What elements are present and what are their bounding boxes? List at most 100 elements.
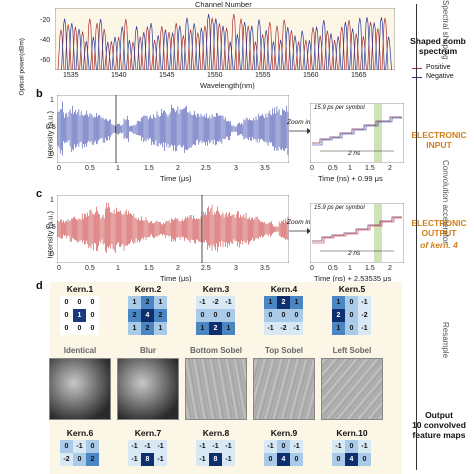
comb-line	[190, 23, 198, 70]
inset-b-xlabel: Time (ns) + 0.99 μs	[318, 174, 383, 183]
kernel-cell: 0	[345, 440, 358, 453]
xtick: 0	[310, 265, 314, 272]
kernel-cell: -1	[222, 296, 235, 309]
kernel-title: Kern.6	[66, 428, 94, 438]
comb-line	[385, 36, 392, 70]
comb-line	[273, 25, 281, 70]
xtick: 1540	[111, 72, 127, 79]
kernel-matrix: -1 -2 -1 0 0 0 1 2 1	[196, 296, 235, 335]
xtick: 0	[310, 165, 314, 172]
panel-a-top-label: Channel Number	[195, 0, 252, 9]
kernel-cell: 4	[345, 453, 358, 466]
label-convolution-accelerator: Convolution accelerator	[441, 160, 450, 245]
kernel-cell: 2	[141, 296, 154, 309]
kernel-cell: -2	[209, 296, 222, 309]
comb-line	[230, 13, 238, 70]
input-waveform	[57, 95, 289, 163]
comb-line	[68, 23, 76, 70]
photo-image	[117, 358, 179, 420]
comb-line	[327, 33, 335, 70]
kernel-cell: 0	[264, 453, 277, 466]
comb-line	[349, 28, 356, 70]
comb-line	[298, 30, 306, 70]
comb-line	[82, 41, 90, 70]
kernel-cell: 1	[73, 309, 86, 322]
ytick: -60	[40, 57, 51, 64]
comb-line	[147, 22, 155, 70]
xtick: 0	[57, 165, 61, 172]
xtick: 3.5	[260, 265, 270, 272]
comb-line	[111, 36, 119, 70]
kernel-cell: 0	[277, 309, 290, 322]
side-electronic-output: ELECTRONIC OUTPUT	[411, 218, 467, 238]
xtick: 2	[388, 265, 392, 272]
comb-line	[219, 25, 227, 70]
edge-map-image	[253, 358, 315, 420]
comb-line	[154, 35, 162, 70]
kernel-cell: -1	[290, 322, 303, 335]
kernel-cell: -1	[264, 440, 277, 453]
kernel-cell: 1	[290, 296, 303, 309]
kernel-cell: 0	[86, 296, 99, 309]
kernel-cell: 0	[358, 453, 371, 466]
xtick: 1.5	[365, 165, 375, 172]
span-label-b: 2 ns	[348, 150, 361, 157]
comb-line	[90, 36, 97, 70]
comb-line	[75, 29, 83, 70]
comb-line	[198, 27, 205, 70]
ytick: 0.5	[46, 224, 56, 231]
comb-line	[140, 31, 148, 70]
xtick: 1545	[159, 72, 175, 79]
kernel-cell: 2	[209, 322, 222, 335]
kernel-title: Kern.5	[338, 284, 366, 294]
kernel-matrix: -1 0 -1 0 4 0	[332, 440, 371, 466]
zoom-in-label-b: Zoom in	[287, 119, 311, 126]
kernel-cell: -1	[264, 322, 277, 335]
xtick: 2.5	[201, 165, 211, 172]
kernel-title: Kern.2	[134, 284, 162, 294]
comb-line	[248, 25, 256, 70]
kernel-title: Kern.8	[202, 428, 230, 438]
kernel-cell: -2	[358, 309, 371, 322]
kernel-cell: 0	[73, 296, 86, 309]
comb-line	[104, 41, 112, 70]
xtick: 0.5	[328, 165, 338, 172]
output-title: Output 10 convolved feature maps	[406, 410, 472, 440]
panel-d-letter: d	[36, 280, 43, 292]
kernel-matrix: 0 -1 0 -2 0 2	[60, 440, 99, 466]
kernel-cell: 1	[128, 322, 141, 335]
side-electronic-input: ELECTRONIC INPUT	[411, 130, 467, 150]
xtick: 0.5	[328, 265, 338, 272]
kernel-name: Bottom Sobel	[190, 346, 242, 355]
kernel-matrix: -1 -1 -1 -1 8 -1	[128, 440, 167, 466]
kernel-name: Left Sobel	[332, 346, 372, 355]
xtick: 1565	[351, 72, 367, 79]
comb-line	[270, 41, 277, 70]
kernel-cell: 0	[332, 453, 345, 466]
kernel-matrix: 1 2 1 0 0 0 -1 -2 -1	[264, 296, 303, 335]
kernel-cell: 0	[60, 296, 73, 309]
kernel-cell: 1	[196, 322, 209, 335]
ytick: 0	[50, 251, 54, 258]
legend-positive-label: Positive	[426, 64, 451, 71]
output-waveform	[57, 195, 289, 263]
ytick: -20	[40, 17, 51, 24]
legend-negative-swatch	[412, 77, 422, 78]
zoom-in-label-c: Zoom in	[287, 219, 311, 226]
comb-line	[183, 17, 191, 70]
kernel-name: Top Sobel	[264, 346, 304, 355]
ytick: 1	[50, 97, 54, 104]
kernel-cell: -1	[222, 440, 235, 453]
xtick: 3.5	[260, 165, 270, 172]
edge-map-image	[185, 358, 247, 420]
kernel-cell: -1	[332, 440, 345, 453]
side-spectrum-title: Shaped comb spectrum	[410, 36, 466, 56]
xtick: 1.5	[365, 265, 375, 272]
kernel-cell: -1	[141, 440, 154, 453]
kernel-cell: 0	[264, 309, 277, 322]
kernel-cell: 0	[86, 322, 99, 335]
kernel-cell: -1	[128, 440, 141, 453]
kernel-cell: 0	[86, 309, 99, 322]
comb-line	[237, 18, 245, 70]
